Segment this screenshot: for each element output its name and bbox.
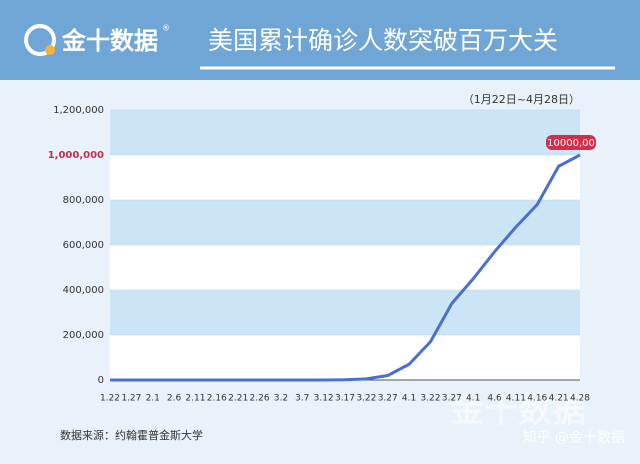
source: 数据来源：约翰霍普金斯大学 <box>60 428 203 442</box>
x-tick-label: 2.21 <box>228 394 248 404</box>
line <box>110 153 581 382</box>
x-tick-label: 3.17 <box>335 394 355 404</box>
logo-dot <box>45 45 55 55</box>
band <box>110 335 580 380</box>
x-tick-label: 4.1 <box>402 394 416 404</box>
y-tick-label: 1,000,000 <box>48 150 104 161</box>
x-tick-label: 4.16 <box>527 394 547 404</box>
logo-icon <box>24 24 56 56</box>
title: 美国累计确诊人数突破百万大关 <box>208 26 558 55</box>
x-tick-label: 3.27 <box>378 394 398 404</box>
x-tick-label: 4.6 <box>487 394 502 404</box>
x-tick-label: 4.11 <box>506 394 526 404</box>
y-tick-label: 400,000 <box>63 285 104 296</box>
x-tick-label: 2.1 <box>146 394 160 404</box>
y-tick-label: 1,200,000 <box>53 105 104 116</box>
x-tick-label: 2.6 <box>167 394 182 404</box>
x-tick-label: 2.26 <box>250 394 270 404</box>
watermark-logo: 金十数据 <box>449 391 586 431</box>
watermark: 知乎 @金十数据 <box>523 429 625 446</box>
annotation-badge <box>546 135 596 150</box>
x-tick-label: 4.1 <box>466 394 480 404</box>
x-tick-label: 3.22 <box>356 394 376 404</box>
band <box>110 155 580 200</box>
y-tick-label: 200,000 <box>63 330 104 341</box>
annotation: 10000,00 <box>547 138 595 149</box>
x-tick-label: 3.27 <box>442 394 462 404</box>
band <box>110 245 580 290</box>
subtitle: （1月22日~4月28日） <box>463 93 580 106</box>
x-tick-label: 3.7 <box>295 394 309 404</box>
x-tick-label: 1.27 <box>121 394 141 404</box>
y-tick-label: 0 <box>98 375 104 386</box>
reg-mark: ® <box>162 24 170 33</box>
y-tick-label: 600,000 <box>63 240 104 251</box>
band <box>110 290 580 335</box>
x-tick-label: 1.22 <box>100 394 120 404</box>
y-tick-label: 800,000 <box>63 195 104 206</box>
x-tick-label: 2.11 <box>185 394 205 404</box>
band <box>110 200 580 245</box>
x-tick-label: 4.28 <box>570 394 590 404</box>
x-tick-label: 3.2 <box>274 394 288 404</box>
x-tick-label: 4.21 <box>549 394 569 404</box>
brand: 金十数据 <box>61 27 158 55</box>
x-tick-label: 3.12 <box>314 394 334 404</box>
x-tick-label: 2.16 <box>207 394 227 404</box>
band <box>110 110 580 155</box>
x-tick-label: 3.22 <box>420 394 440 404</box>
